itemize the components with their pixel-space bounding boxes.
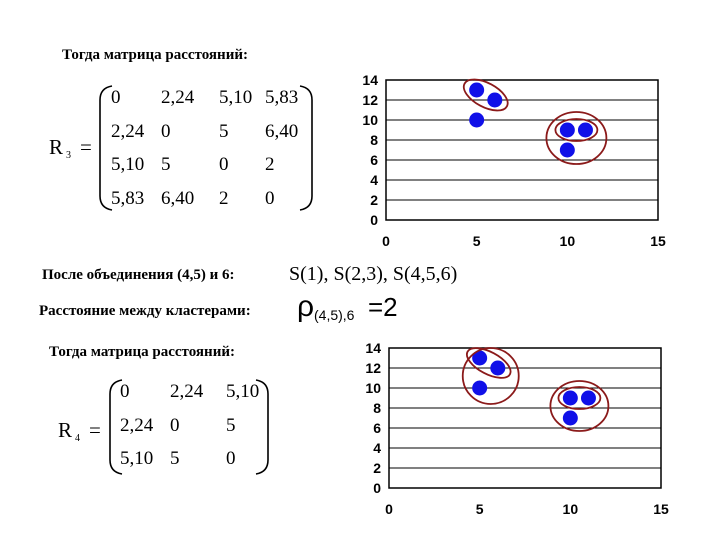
chart1-xtick-10: 10 (560, 233, 576, 249)
chart2-xtick-5: 5 (476, 501, 484, 517)
chart1-xtick-5: 5 (473, 233, 481, 249)
chart2-point-4 (562, 390, 578, 406)
rho-value: =2 (368, 292, 398, 322)
matrix-r3-cell-r1-c1: 0 (111, 87, 121, 108)
chart2-ytick-4: 4 (373, 440, 381, 456)
matrix-r3-cell-r3-c2: 5 (161, 154, 171, 175)
chart2-plot-frame (388, 347, 662, 489)
matrix-r4-cell-r2-c2: 0 (170, 414, 180, 436)
chart2-ytick-8: 8 (373, 400, 381, 416)
distance-description: Расстояние между кластерами: (39, 303, 251, 319)
chart2-ytick-2: 2 (373, 460, 381, 476)
chart2-xtick-10: 10 (563, 501, 579, 517)
chart2-cluster-outline-4 (557, 386, 602, 410)
chart2-point-3 (472, 380, 488, 396)
matrix-r3-cell-r4-c1: 5,83 (111, 187, 145, 209)
rho-subscript: (4,5),6 (314, 307, 355, 323)
matrix-r3-cell-r4-c3: 2 (219, 187, 229, 209)
matrix-r4-cell-r2-c1: 2,24 (120, 414, 154, 436)
chart2-ytick-0: 0 (373, 480, 381, 496)
chart2-point-5 (580, 390, 596, 406)
matrix-r4-subscript: 4 (75, 433, 80, 444)
chart2-xtick-0: 0 (385, 501, 393, 517)
chart1-point-5 (577, 122, 593, 138)
chart1-cluster-outline-3 (554, 118, 599, 142)
heading-distance-matrix-2: Тогда матрица расстояний: (49, 344, 235, 360)
rho-symbol: ρ (297, 290, 315, 323)
matrix-r3-cell-r4-c2: 6,40 (161, 187, 195, 209)
chart2-point-1 (472, 350, 488, 366)
matrix-r3-cell-r1-c2: 2,24 (161, 87, 195, 108)
matrix-r3-cell-r3-c1: 5,10 (111, 154, 145, 175)
chart1-xtick-0: 0 (382, 233, 390, 249)
matrix-r3-cell-r3-c4: 2 (265, 154, 275, 175)
matrix-r4-cell-r3-c2: 5 (170, 448, 180, 469)
matrix-r4-cell-r3-c3: 0 (226, 448, 236, 469)
matrix-r3-cell-r2-c2: 0 (161, 120, 171, 142)
matrix-r4-cell-r3-c1: 5,10 (120, 448, 154, 469)
chart1-ytick-6: 6 (370, 152, 378, 168)
chart2-ytick-14: 14 (365, 340, 381, 356)
chart2-cluster-outline-1 (461, 347, 520, 405)
matrix-r4-cell-r1-c2: 2,24 (170, 381, 204, 402)
chart1-ytick-4: 4 (370, 172, 378, 188)
chart1-point-6 (559, 142, 575, 158)
chart1-cluster-outline-1 (462, 78, 509, 112)
chart1-ytick-0: 0 (370, 212, 378, 228)
chart2-ytick-12: 12 (365, 360, 381, 376)
merge-description: После объединения (4,5) и 6: (42, 267, 235, 283)
chart1-point-4 (559, 122, 575, 138)
matrix-r3-equals: = (80, 135, 92, 159)
chart2-xtick-15: 15 (653, 501, 669, 517)
matrix-r3-cell-r1-c4: 5,83 (265, 87, 299, 108)
matrix-r3-cell-r2-c1: 2,24 (111, 120, 145, 142)
matrix-r3-cell-r4-c4: 0 (265, 187, 275, 209)
chart2-point-6 (562, 410, 578, 426)
chart1-point-1 (469, 82, 485, 98)
chart2-ytick-10: 10 (365, 380, 381, 396)
chart2-cluster-outline-3 (549, 380, 610, 432)
matrix-r4-name: R (58, 418, 73, 442)
matrix-r3-subscript: 3 (66, 150, 71, 161)
matrix-r4-cell-r1-c3: 5,10 (226, 381, 260, 402)
chart2-cluster-outline-2 (466, 347, 512, 379)
chart1-cluster-outline-2 (545, 111, 608, 165)
matrix-r3-cell-r2-c3: 5 (219, 120, 229, 142)
chart2-point-2 (490, 360, 506, 376)
matrix-r4-cell-r1-c1: 0 (120, 381, 130, 402)
chart1-ytick-10: 10 (362, 112, 378, 128)
matrix-r3-cell-r2-c4: 6,40 (265, 120, 299, 142)
chart1-point-3 (469, 112, 485, 128)
chart2-ytick-6: 6 (373, 420, 381, 436)
matrix-r3-cell-r1-c3: 5,10 (219, 87, 253, 108)
chart1-ytick-12: 12 (362, 92, 378, 108)
chart1-ytick-2: 2 (370, 192, 378, 208)
chart1-ytick-14: 14 (362, 72, 378, 88)
chart1-ytick-8: 8 (370, 132, 378, 148)
matrix-r3-cell-r3-c3: 0 (219, 154, 229, 175)
matrix-r3-name: R (49, 135, 64, 159)
chart1-plot-frame (385, 79, 659, 221)
matrix-r4-cell-r2-c3: 5 (226, 414, 236, 436)
cluster-list: S(1), S(2,3), S(4,5,6) (289, 263, 458, 285)
chart1-xtick-15: 15 (650, 233, 666, 249)
heading-distance-matrix-1: Тогда матрица расстояний: (62, 47, 248, 63)
chart1-point-2 (487, 92, 503, 108)
matrix-r4-equals: = (89, 418, 101, 442)
